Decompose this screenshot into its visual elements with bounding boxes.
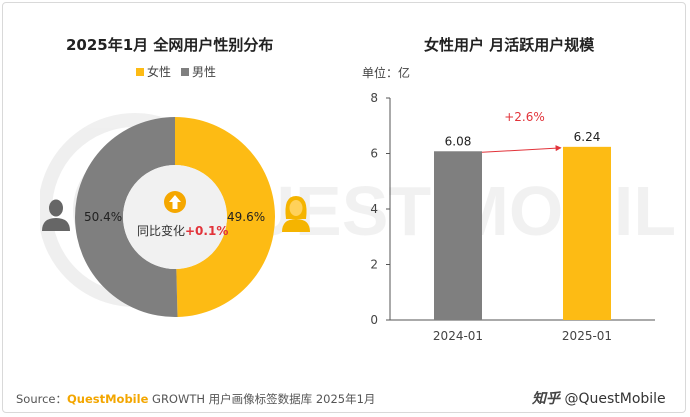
mau-bar-chart: 0 2 4 6 8 6.08 2024-01 6.24 2025-01 +2.6% — [370, 91, 655, 343]
slice-label-male: 50.4% — [84, 210, 122, 224]
donut-legend: 女性 男性 — [136, 63, 216, 80]
y-tick-label: 2 — [370, 258, 378, 272]
donut-chart-title: 2025年1月 全网用户性别分布 — [66, 36, 274, 54]
y-tick-label: 6 — [370, 147, 378, 161]
source-text: GROWTH 用户画像标签数据库 2025年1月 — [148, 392, 376, 406]
growth-arrow-icon — [481, 145, 562, 153]
legend-label-male: 男性 — [192, 65, 217, 79]
bar-value-label: 6.08 — [445, 134, 472, 148]
donut-slice-male — [74, 117, 178, 318]
legend-item-female: 女性 — [136, 63, 171, 80]
chart-frame — [2, 2, 686, 413]
credit-platform: 知乎 — [532, 391, 560, 407]
y-axis-ticks: 0 2 4 6 8 — [370, 91, 390, 327]
credit-handle: @QuestMobile — [560, 391, 666, 407]
x-category-label: 2024-01 — [433, 329, 483, 343]
bar-unit-label: 单位：亿 — [362, 66, 411, 80]
growth-annotation: +2.6% — [504, 110, 545, 124]
bar-2024-01 — [434, 151, 482, 320]
legend-swatch-female — [136, 67, 144, 76]
legend-label-female: 女性 — [147, 65, 172, 79]
female-user-icon — [282, 196, 310, 232]
platform-credit: 知乎 @QuestMobile — [532, 388, 666, 408]
bar-chart-title: 女性用户 月活跃用户规模 — [424, 36, 595, 54]
bars: 6.08 2024-01 6.24 2025-01 — [433, 130, 612, 343]
y-tick-label: 8 — [370, 91, 378, 105]
legend-swatch-male — [181, 67, 190, 76]
legend-item-male: 男性 — [181, 63, 216, 80]
gender-donut-chart: 同比变化 +0.1% 50.4% 49.6% — [42, 117, 310, 318]
source-brand: QuestMobile — [67, 392, 149, 406]
male-user-icon — [42, 199, 70, 231]
center-label: 同比变化 — [137, 223, 185, 238]
slice-label-female: 49.6% — [227, 210, 265, 224]
arrow-up-icon — [164, 191, 186, 213]
donut-center — [123, 165, 227, 269]
donut-slice-female — [175, 117, 275, 317]
x-category-label: 2025-01 — [562, 329, 612, 343]
bar-2025-01 — [563, 146, 611, 320]
source-line: Source：QuestMobile GROWTH 用户画像标签数据库 2025… — [16, 391, 375, 407]
source-prefix: Source： — [16, 392, 67, 406]
bar-value-label: 6.24 — [574, 130, 601, 144]
center-value: +0.1% — [185, 224, 228, 238]
y-tick-label: 4 — [370, 202, 378, 216]
y-tick-label: 0 — [370, 313, 378, 327]
